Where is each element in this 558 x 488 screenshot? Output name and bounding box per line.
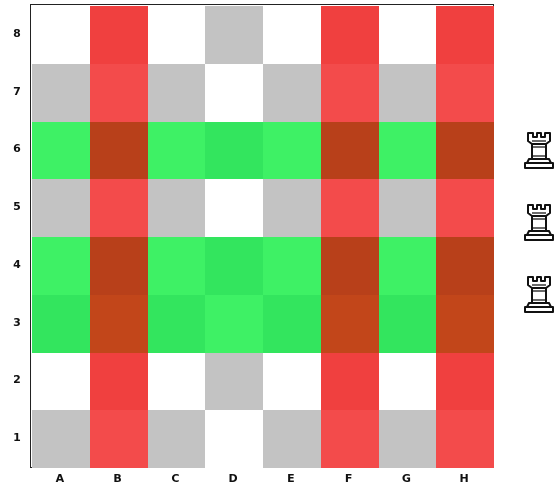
square-a1[interactable] [32,410,90,468]
square-e2[interactable] [263,352,321,411]
square-c8[interactable] [147,6,206,64]
chessboard [30,4,494,468]
square-a3[interactable] [32,294,90,353]
square-b8[interactable] [89,6,148,64]
square-e6[interactable] [263,121,321,180]
square-f3[interactable] [320,294,379,353]
square-d7[interactable] [205,63,263,122]
rank-label-1: 1 [13,431,21,445]
square-g4[interactable] [378,237,437,295]
square-d4[interactable] [205,237,263,295]
square-f2[interactable] [320,352,379,411]
square-g1[interactable] [378,410,437,468]
rook-icon[interactable] [522,130,556,170]
rook-icon[interactable] [522,202,556,242]
square-g5[interactable] [378,179,437,237]
square-c3[interactable] [147,294,206,353]
square-b5[interactable] [89,179,148,237]
square-c4[interactable] [147,237,206,295]
rank-label-6: 6 [13,142,21,156]
square-f6[interactable] [320,121,379,180]
square-b1[interactable] [89,410,148,468]
square-b6[interactable] [89,121,148,180]
square-g3[interactable] [378,294,437,353]
square-g7[interactable] [378,63,437,122]
square-f5[interactable] [320,179,379,237]
square-c6[interactable] [147,121,206,180]
square-d8[interactable] [205,6,263,64]
square-h5[interactable] [436,179,494,237]
file-label-b: B [113,472,122,485]
square-b3[interactable] [89,294,148,353]
square-h6[interactable] [436,121,494,180]
square-h3[interactable] [436,294,494,353]
square-f8[interactable] [320,6,379,64]
square-f4[interactable] [320,237,379,295]
file-label-a: A [55,472,65,485]
square-a4[interactable] [32,237,90,295]
square-e8[interactable] [263,6,321,64]
square-a7[interactable] [32,63,90,122]
square-a2[interactable] [32,352,90,411]
square-b7[interactable] [89,63,148,122]
file-label-f: F [344,472,353,485]
square-a5[interactable] [32,179,90,237]
file-label-d: D [228,472,238,485]
rank-label-3: 3 [13,315,21,329]
square-h2[interactable] [436,352,494,411]
square-c1[interactable] [147,410,206,468]
square-a8[interactable] [32,6,90,64]
square-c5[interactable] [147,179,206,237]
rank-label-2: 2 [13,373,21,387]
square-e5[interactable] [263,179,321,237]
square-b2[interactable] [89,352,148,411]
square-f1[interactable] [320,410,379,468]
rank-label-8: 8 [13,26,21,40]
board-grid [32,6,494,468]
square-h7[interactable] [436,63,494,122]
square-g2[interactable] [378,352,437,411]
square-e4[interactable] [263,237,321,295]
rook-icon[interactable] [522,274,556,314]
square-b4[interactable] [89,237,148,295]
square-d5[interactable] [205,179,263,237]
square-d6[interactable] [205,121,263,180]
square-d3[interactable] [205,294,263,353]
square-a6[interactable] [32,121,90,180]
square-h1[interactable] [436,410,494,468]
square-f7[interactable] [320,63,379,122]
square-h4[interactable] [436,237,494,295]
square-e1[interactable] [263,410,321,468]
file-label-c: C [171,472,180,485]
square-c7[interactable] [147,63,206,122]
square-g8[interactable] [378,6,437,64]
square-e7[interactable] [263,63,321,122]
file-label-h: H [459,472,469,485]
rank-label-5: 5 [13,200,21,214]
square-e3[interactable] [263,294,321,353]
rank-label-7: 7 [13,84,21,98]
square-d1[interactable] [205,410,263,468]
rank-label-4: 4 [13,257,21,271]
square-h8[interactable] [436,6,494,64]
square-c2[interactable] [147,352,206,411]
square-g6[interactable] [378,121,437,180]
square-d2[interactable] [205,352,263,411]
file-label-e: E [287,472,295,485]
file-label-g: G [401,472,411,485]
